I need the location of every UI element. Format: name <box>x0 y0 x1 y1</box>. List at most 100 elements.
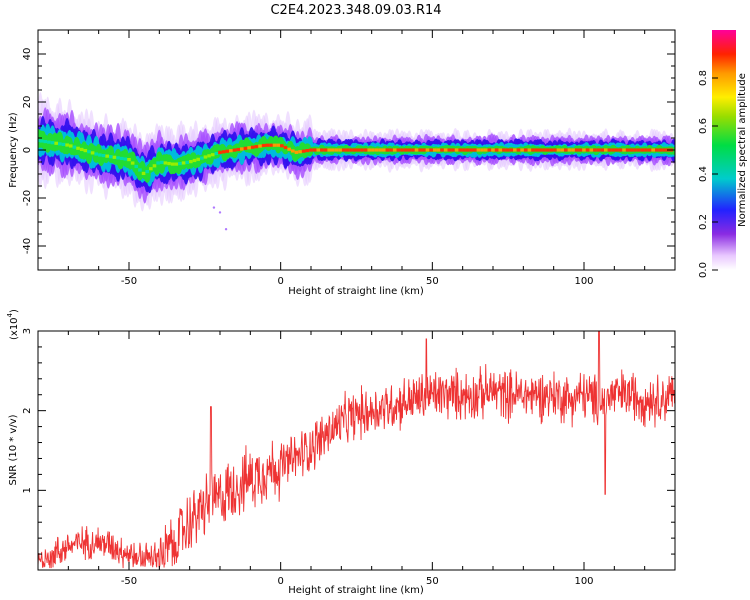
spectrogram-ridge-cell <box>210 153 215 157</box>
snr-multiplier: (x104) <box>6 309 20 340</box>
spectrogram-ridge-cell <box>152 164 157 168</box>
spectrogram-ridge-cell <box>272 143 277 147</box>
snr-x-axis: -50 0 50 100 <box>37 331 676 587</box>
spectrogram-ridge-cell <box>491 148 495 152</box>
spectrogram-x-tick-label: 100 <box>574 276 593 287</box>
spectrogram-ridge-cell <box>502 148 506 152</box>
spectrogram-speck <box>224 228 228 231</box>
spectrogram-ridge-cell <box>196 157 200 161</box>
spectrogram-ridge-cell <box>378 148 382 152</box>
colorbar-ticks: 0.0 0.2 0.4 0.6 0.8 <box>698 70 718 278</box>
spectrogram-ridge-cell <box>109 155 113 159</box>
spectrogram-ridge-cell <box>181 161 186 165</box>
spectrogram-ridge-cell <box>578 148 583 152</box>
spectrogram-ridge-cell <box>509 148 513 152</box>
spectrogram-ridge-cell <box>385 148 390 152</box>
spectrogram-ridge-cell <box>156 161 160 165</box>
spectrogram-ridge-cell <box>101 153 106 158</box>
spectrogram-ridge-cell <box>414 148 419 152</box>
spectrogram-ridge-cell <box>243 146 248 150</box>
spectrogram-ridge-cell <box>345 148 350 152</box>
spectrogram-ridge-cell <box>269 143 273 147</box>
spectrogram-ridge-cell <box>505 148 510 152</box>
spectrogram-ridge-cell <box>123 157 128 161</box>
spectrogram-ridge-cell <box>261 143 266 148</box>
spectrogram-ridge-cell <box>538 148 543 152</box>
spectrogram-ridge-cell <box>323 148 328 152</box>
snr-y-label: SNR (10 * v/v) <box>8 414 19 485</box>
spectrogram-ridge-cell <box>396 148 401 152</box>
spectrogram-ridge-cell <box>476 148 481 152</box>
spectrogram-ridge-cell <box>283 145 288 150</box>
spectrogram-ridge-cell <box>38 138 40 142</box>
spectrogram-ridge-cell <box>130 161 135 165</box>
spectrogram-ridge-cell <box>61 142 66 147</box>
spectrogram-ridge-cell <box>418 148 422 152</box>
spectrogram-ridge-cell <box>298 150 302 154</box>
spectrogram-speck <box>218 211 222 214</box>
spectrogram-ridge-cell <box>553 148 557 152</box>
spectrogram-ridge-cell <box>83 148 88 153</box>
spectrogram-ridge-cell <box>134 164 139 169</box>
snr-x-tick-label: 100 <box>574 576 593 587</box>
spectrogram-ridge-cell <box>636 148 641 152</box>
spectrogram-ridge-cell <box>498 148 503 152</box>
spectrogram-ridge-cell <box>341 148 346 152</box>
spectrogram-ridge-cell <box>174 162 179 166</box>
spectrogram-ridge-cell <box>487 148 492 152</box>
colorbar-tick-label: 0.6 <box>698 118 709 134</box>
spectrogram-ridge-cell <box>265 143 270 147</box>
spectrogram-ridge-cell <box>662 148 666 152</box>
spectrogram-ridge-cell <box>58 142 62 146</box>
spectrogram-ridge-cell <box>127 158 131 162</box>
spectrogram-heat <box>38 92 675 231</box>
spectrogram-ridge-cell <box>454 148 459 152</box>
spectrogram-ridge-cell <box>596 148 601 152</box>
spectrogram-ridge-cell <box>291 149 295 153</box>
spectrogram-ridge-cell <box>232 148 237 152</box>
spectrogram-ridge-cell <box>200 156 204 160</box>
spectrogram-ridge-cell <box>443 148 448 152</box>
spectrogram-ridge-cell <box>371 148 375 152</box>
spectrogram-speck <box>212 206 216 209</box>
spectrogram-ridge-cell <box>429 148 433 152</box>
spectrogram-ridge-cell <box>483 148 488 152</box>
spectrogram-ridge-cell <box>356 148 361 152</box>
spectrogram-x-label: Height of straight line (km) <box>288 286 424 297</box>
spectrogram-ridge-cell <box>574 148 579 152</box>
spectrogram-ridge-cell <box>301 149 306 153</box>
spectrogram-ridge-cell <box>407 148 412 152</box>
spectrogram-ridge-cell <box>422 148 426 152</box>
spectrogram-ridge-cell <box>549 148 554 152</box>
spectrogram-ridge-cell <box>651 148 655 152</box>
spectrogram-ridge-cell <box>221 150 226 154</box>
spectrogram-ridge-cell <box>531 148 535 152</box>
spectrogram-ridge-cell <box>382 148 386 152</box>
snr-x-label: Height of straight line (km) <box>288 585 424 596</box>
spectrogram-ridge-cell <box>640 148 645 152</box>
spectrogram-y-tick-label: -20 <box>22 190 33 206</box>
spectrogram-ridge-cell <box>436 148 441 152</box>
spectrogram-ridge-cell <box>622 148 626 152</box>
spectrogram-x-tick-label: 50 <box>426 276 439 287</box>
spectrogram-speck <box>164 184 167 188</box>
spectrogram-ridge-cell <box>167 161 171 166</box>
spectrogram-ridge-cell <box>542 148 546 152</box>
spectrogram-ridge-cell <box>39 139 44 143</box>
spectrogram-ridge-cell <box>469 148 473 152</box>
snr-y-tick-label: 2 <box>22 407 33 413</box>
spectrogram-ridge-cell <box>545 148 550 152</box>
spectrogram-ridge-cell <box>189 160 193 164</box>
spectrogram-ridge-cell <box>462 148 466 152</box>
spectrogram-ridge-cell <box>447 148 452 152</box>
spectrogram-ridge-cell <box>149 167 153 171</box>
spectrogram-ridge-cell <box>90 151 95 155</box>
spectrogram-ridge-cell <box>352 148 357 152</box>
spectrogram-ridge-cell <box>473 148 477 152</box>
spectrogram-ridge-cell <box>72 145 77 149</box>
spectrogram-ridge-cell <box>309 148 313 152</box>
spectrogram-ridge-cell <box>112 155 117 159</box>
snr-series-line <box>38 331 675 570</box>
spectrogram-y-tick-label: 40 <box>22 48 33 61</box>
